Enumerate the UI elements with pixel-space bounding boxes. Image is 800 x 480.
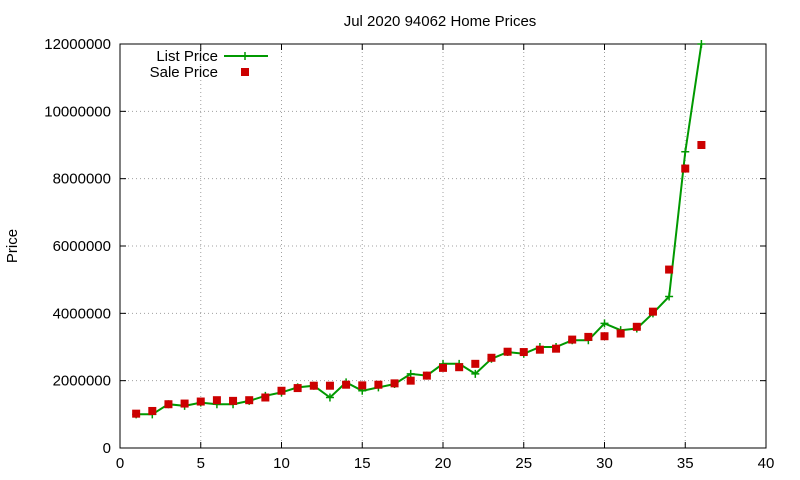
chart-title: Jul 2020 94062 Home Prices — [344, 13, 537, 30]
data-point-sale-price — [309, 381, 318, 390]
legend-marker-sale-price — [241, 68, 249, 76]
data-point-sale-price — [616, 329, 625, 338]
axis-ticks — [119, 43, 767, 449]
data-point-sale-price — [229, 396, 238, 405]
data-point-list-price — [697, 40, 706, 48]
x-tick-label: 20 — [435, 455, 452, 472]
y-tick-label: 0 — [103, 440, 111, 457]
y-tick-labels: 0 2000000 4000000 6000000 8000000 10000000 120… — [44, 36, 111, 457]
data-point-sale-price — [148, 406, 157, 415]
x-tick-label: 15 — [354, 455, 371, 472]
data-point-sale-price — [406, 376, 415, 385]
series-sale-price — [132, 141, 706, 418]
y-tick-label: 8000000 — [53, 171, 111, 188]
data-point-sale-price — [325, 381, 334, 390]
data-point-sale-price — [132, 409, 141, 418]
data-point-sale-price — [261, 393, 270, 402]
x-tick-label: 5 — [197, 455, 205, 472]
data-point-sale-price — [535, 345, 544, 354]
x-tick-label: 40 — [758, 455, 775, 472]
x-tick-label: 25 — [515, 455, 532, 472]
x-tick-label: 30 — [596, 455, 613, 472]
legend-label-list-price: List Price — [156, 48, 218, 65]
data-point-list-price — [681, 147, 690, 156]
data-point-sale-price — [552, 344, 561, 353]
data-point-sale-price — [212, 396, 221, 405]
data-point-sale-price — [164, 400, 173, 409]
data-point-sale-price — [503, 347, 512, 356]
data-point-sale-price — [665, 265, 674, 274]
data-point-list-price — [600, 319, 609, 328]
data-point-sale-price — [471, 359, 480, 368]
series-list-price — [132, 40, 706, 419]
y-tick-label: 2000000 — [53, 373, 111, 390]
data-point-sale-price — [342, 380, 351, 389]
data-point-sale-price — [439, 363, 447, 372]
data-point-sale-price — [632, 322, 641, 331]
x-tick-label: 10 — [273, 455, 290, 472]
data-point-sale-price — [245, 396, 254, 405]
data-point-sale-price — [180, 399, 189, 408]
y-tick-label: 10000000 — [44, 103, 111, 120]
data-point-sale-price — [293, 384, 302, 393]
data-point-sale-price — [390, 379, 399, 388]
y-tick-label: 4000000 — [53, 305, 111, 322]
data-point-sale-price — [196, 397, 205, 406]
series-layer — [132, 40, 706, 419]
y-tick-label: 12000000 — [44, 36, 111, 53]
y-axis-label: Price — [4, 229, 21, 263]
data-point-sale-price — [681, 164, 690, 173]
data-point-sale-price — [600, 332, 609, 341]
data-point-sale-price — [277, 386, 286, 395]
data-point-sale-price — [455, 363, 464, 372]
data-point-sale-price — [697, 141, 706, 149]
data-point-sale-price — [422, 371, 431, 380]
x-tick-labels: 0 5 10 15 20 25 30 35 40 — [116, 455, 775, 472]
legend-marker-list-price — [241, 52, 249, 60]
x-tick-label: 0 — [116, 455, 124, 472]
grid-lines — [120, 44, 766, 448]
data-point-list-price — [665, 292, 674, 301]
data-point-sale-price — [648, 307, 657, 316]
data-point-list-price — [471, 369, 480, 378]
data-point-sale-price — [584, 332, 593, 341]
data-point-sale-price — [358, 381, 367, 390]
data-point-list-price — [406, 369, 415, 378]
x-tick-label: 35 — [677, 455, 694, 472]
data-point-list-price — [325, 393, 334, 402]
data-point-sale-price — [487, 353, 496, 362]
data-point-sale-price — [568, 335, 577, 344]
y-tick-label: 6000000 — [53, 238, 111, 255]
data-point-sale-price — [519, 348, 528, 357]
series-line-list-price — [136, 43, 703, 416]
legend: List Price Sale Price — [150, 48, 268, 81]
data-point-sale-price — [374, 380, 383, 389]
legend-label-sale-price: Sale Price — [150, 64, 218, 81]
